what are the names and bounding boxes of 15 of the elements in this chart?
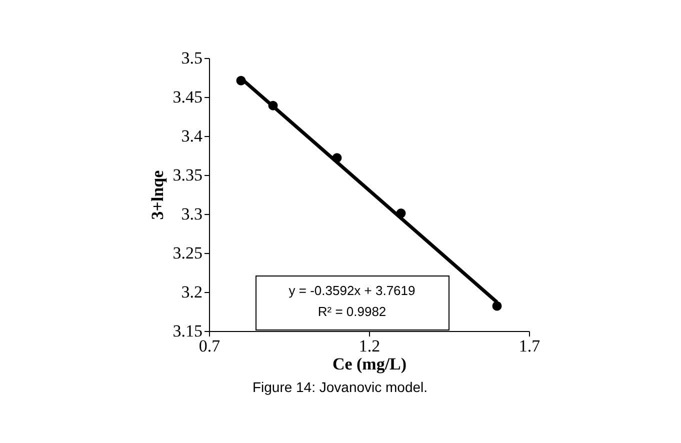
x-tick-label: 1.2 [358, 336, 380, 356]
y-tick-label: 3.45 [172, 88, 202, 106]
caption: Figure 14: Jovanovic model. [252, 379, 428, 395]
point [492, 301, 502, 311]
annotation: y = -0.3592x + 3.7619 [288, 283, 416, 298]
x-axis-title: Ce (mg/L) [332, 354, 407, 374]
y-tick-label: 3.25 [172, 244, 202, 262]
y-tick-label: 3.4 [181, 126, 203, 146]
y-tick-label: 3.2 [181, 282, 202, 302]
annotation: R² = 0.9982 [318, 304, 386, 319]
y-tick-label: 3.3 [181, 204, 202, 224]
y-axis-title: 3+lnqe [148, 170, 167, 220]
x-tick-label: 1.7 [518, 336, 541, 356]
y-tick-label: 3.35 [172, 166, 202, 184]
y-tick-label: 3.5 [181, 48, 202, 68]
